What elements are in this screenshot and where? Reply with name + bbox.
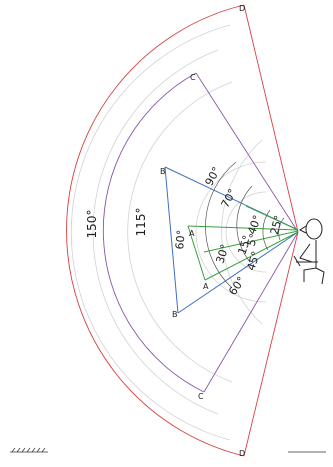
sector-a-ray-top xyxy=(187,225,299,231)
sector-a-chord xyxy=(187,225,206,281)
guide-arc-6 xyxy=(70,24,231,441)
sector-c xyxy=(102,72,299,393)
guide-arc-3 xyxy=(221,139,263,325)
guide-arc-2 xyxy=(195,161,267,303)
sector-a-ray-bottom xyxy=(204,231,299,281)
sector-c-arc xyxy=(102,72,205,393)
sector-b-chord xyxy=(164,166,179,314)
point-label-a-top: A xyxy=(189,229,195,238)
guide-arc-4 xyxy=(127,81,233,383)
angle-arcs xyxy=(205,161,285,289)
angle-label-60-left: 60° xyxy=(173,229,188,250)
angle-arc-90 xyxy=(205,161,237,289)
sector-d xyxy=(66,4,299,457)
sector-b-ray-bottom xyxy=(177,231,299,314)
point-label-a-bottom: A xyxy=(203,282,209,291)
point-label-b-bottom: B xyxy=(172,310,178,319)
angle-label-150: 150° xyxy=(85,210,99,239)
sector-d-ray-bottom xyxy=(243,231,299,457)
point-label-c-top: C xyxy=(190,73,196,82)
point-label-b-top: B xyxy=(160,167,166,176)
angle-arc-70 xyxy=(236,185,253,263)
sector-a-ray-upper xyxy=(245,205,299,231)
angle-arc-40 xyxy=(262,209,271,251)
seated-person-icon xyxy=(293,218,325,285)
angle-label-90: 90° xyxy=(203,165,224,188)
sector-c-ray-top xyxy=(195,72,299,233)
sector-d-arc xyxy=(66,4,245,457)
point-label-c-bottom: C xyxy=(198,392,204,401)
angle-label-25: 25° xyxy=(268,214,286,236)
point-label-d-bottom: D xyxy=(239,449,245,458)
angle-arc-25 xyxy=(278,217,285,241)
guide-arcs xyxy=(70,24,267,441)
angle-label-115: 115° xyxy=(134,208,148,237)
point-label-d-top: D xyxy=(239,4,245,13)
angle-label-40: 40° xyxy=(245,213,264,236)
angle-label-15: 15° xyxy=(235,234,253,257)
angle-label-30: 30° xyxy=(213,243,231,266)
angle-label-70: 70° xyxy=(219,187,240,210)
sector-a-ray-mid xyxy=(203,230,299,253)
guide-arc-5 xyxy=(92,49,219,415)
floor-hatch-icon xyxy=(10,447,326,453)
angle-label-5: 5° xyxy=(245,232,261,248)
sector-c-ray-bottom xyxy=(203,231,299,393)
angle-label-45: 45° xyxy=(244,250,262,273)
sector-d-ray-top xyxy=(243,4,299,233)
sector-a xyxy=(187,205,299,281)
guide-arc-1 xyxy=(225,191,267,273)
